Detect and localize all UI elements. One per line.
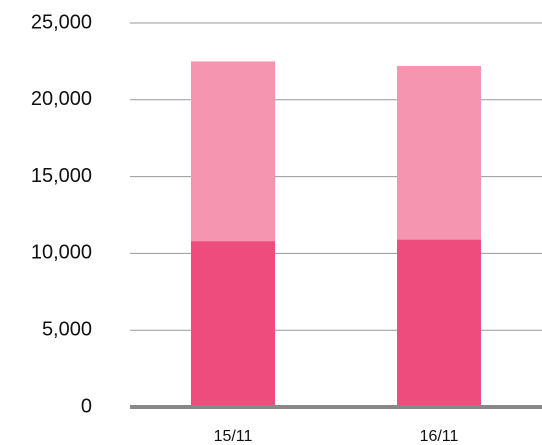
x-tick-label: 15/11: [214, 428, 253, 445]
x-tick-label: 16/11: [420, 428, 459, 445]
y-tick-label: 10,000: [31, 242, 92, 264]
bar-segment: [397, 239, 481, 407]
y-tick-label: 15,000: [31, 165, 92, 187]
bar-segment: [191, 241, 275, 407]
y-tick-label: 5,000: [42, 318, 92, 340]
y-tick-label: 25,000: [31, 11, 92, 33]
y-tick-label: 0: [81, 395, 92, 417]
bar-segment: [191, 61, 275, 242]
bar-segment: [397, 66, 481, 240]
y-tick-label: 20,000: [31, 88, 92, 110]
